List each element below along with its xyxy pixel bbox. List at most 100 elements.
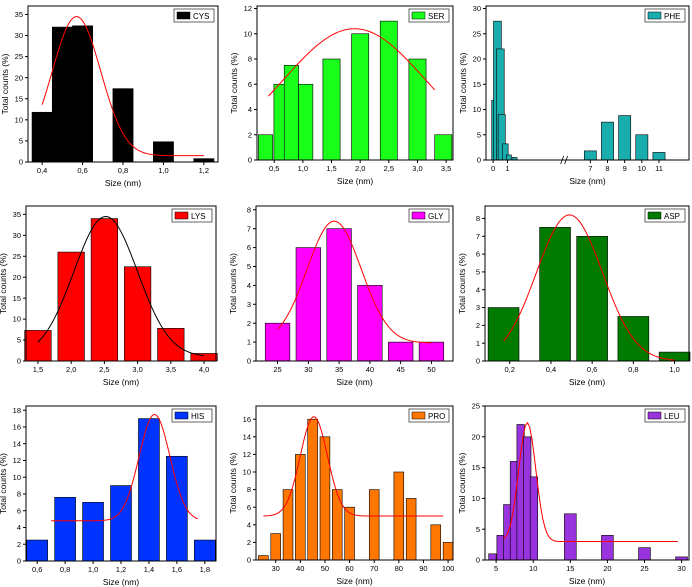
gly-y-axis-label: Total counts (%) [228, 253, 238, 314]
phe-xtick-label-4: 9 [623, 164, 627, 173]
pro-ytick-label-3: 6 [247, 503, 251, 512]
asp-ytick-label-4: 4 [476, 285, 480, 294]
asp-legend-swatch [647, 211, 662, 220]
gly-ytick-label-8: 8 [247, 205, 251, 214]
leu-bar-5 [523, 436, 532, 561]
ser-bar-7 [408, 58, 427, 161]
lys-axes-frame [25, 205, 217, 362]
chart-ser: 0,5 1,0 1,5 2,0 2,5 3,0 3,5 0 2 4 6 8 10 12 Size (nm) T… [229, 4, 454, 186]
cys-bar-2 [72, 25, 93, 163]
asp-ytick-label-6: 6 [476, 250, 480, 259]
his-fit-curve [51, 413, 199, 522]
his-bar-6 [194, 539, 216, 562]
phe-bar-8 [601, 121, 614, 161]
pro-fit-curve [263, 416, 444, 517]
phe-y-axis-label: Total counts (%) [458, 52, 468, 113]
gly-ytick-label-2: 2 [247, 319, 251, 328]
cys-ytick-label-2: 10 [15, 115, 23, 124]
lys-ytick-label-4: 20 [13, 273, 21, 282]
asp-axes-frame [484, 205, 690, 362]
phe-ytick-label-3: 15 [473, 80, 481, 89]
pro-bar-5 [319, 436, 331, 561]
leu-xtick-label-5: 30 [677, 564, 685, 573]
phe-xtick-label-3: 8 [605, 164, 609, 173]
cys-bar-5 [193, 158, 215, 163]
his-ytick-label-0: 0 [17, 557, 21, 566]
cys-ytick-label-6: 30 [15, 31, 23, 40]
leu-xtick-label-0: 5 [494, 564, 498, 573]
ser-y-axis-label: Total counts (%) [229, 52, 239, 113]
lys-bar-0 [24, 330, 52, 362]
ser-xtick-label-5: 3,0 [412, 164, 422, 173]
pro-xtick-label-2: 50 [321, 564, 329, 573]
his-bar-5 [166, 455, 188, 562]
ser-axes-frame [256, 5, 454, 161]
gly-xtick-label-0: 25 [273, 365, 281, 374]
leu-bar-4 [516, 424, 525, 561]
lys-ytick-label-2: 10 [13, 315, 21, 324]
phe-bar-7 [583, 150, 597, 161]
ser-bar-4 [322, 58, 341, 161]
ser-bar-3 [298, 83, 314, 161]
chart-asp: 0,2 0,4 0,6 0,8 1,0 0 1 2 3 4 5 6 7 8 Size (nm) Total c… [457, 205, 691, 387]
pro-axes-frame [255, 405, 454, 561]
phe-xtick-label-1: 1 [505, 164, 509, 173]
pro-bar-4 [307, 418, 318, 561]
pro-bar-10 [405, 498, 417, 561]
pro-xtick-label-3: 60 [345, 564, 353, 573]
pro-xtick-label-1: 40 [296, 564, 304, 573]
gly-ytick-label-1: 1 [247, 338, 251, 347]
lys-ytick-label-7: 35 [13, 210, 21, 219]
his-y-axis-label: Total counts (%) [0, 453, 8, 514]
phe-bar-9 [618, 115, 632, 161]
leu-fit-curve [503, 421, 678, 543]
leu-xtick-label-1: 10 [529, 564, 537, 573]
chart-cys: 0,4 0,6 0,8 1,0 1,2 0 5 10 15 20 25 30 35 Size (nm) To… [0, 5, 219, 188]
pro-ytick-label-4: 8 [247, 485, 251, 494]
pro-bar-1 [270, 533, 281, 561]
ser-x-axis-label: Size (nm) [337, 176, 374, 186]
leu-xtick-label-3: 20 [603, 564, 611, 573]
lys-y-axis-label: Total counts (%) [0, 253, 8, 314]
his-bar-2 [82, 502, 104, 562]
phe-bar-11 [652, 152, 666, 161]
phe-xtick-label-5: 10 [638, 164, 646, 173]
leu-y-axis-label: Total counts (%) [457, 452, 467, 513]
asp-xtick-label-0: 0,2 [505, 365, 515, 374]
ser-ytick-label-2: 4 [248, 105, 252, 114]
phe-axes-frame [485, 5, 690, 161]
ser-bar-6 [379, 20, 398, 161]
gly-bar-3 [357, 285, 383, 362]
cys-xtick-label-4: 1,2 [199, 166, 209, 175]
leu-ytick-label-0: 0 [476, 556, 480, 565]
his-legend-swatch [174, 411, 189, 420]
asp-ytick-label-8: 8 [476, 214, 480, 223]
cys-legend-swatch [176, 11, 191, 20]
pro-bar-0 [258, 555, 269, 561]
his-ytick-label-5: 10 [13, 473, 21, 482]
lys-xtick-label-0: 1,5 [33, 365, 43, 374]
his-xtick-label-2: 1,0 [88, 565, 98, 574]
lys-ytick-label-1: 5 [17, 336, 21, 345]
asp-xtick-label-2: 0,6 [587, 365, 597, 374]
chart-lys: 1,5 2,0 2,5 3,0 3,5 4,0 0 5 10 15 20 25 30 35 Size (nm… [0, 205, 218, 387]
asp-legend-label: ASP [664, 212, 680, 221]
gly-xtick-label-5: 50 [427, 365, 435, 374]
chart-phe: 0 1 7 8 9 10 11 0 5 10 15 20 25 30 Size (nm) Total coun… [458, 4, 690, 186]
leu-ytick-label-2: 10 [472, 494, 480, 503]
leu-axes-frame [484, 405, 690, 561]
cys-xtick-label-3: 1,0 [158, 166, 168, 175]
lys-xtick-label-5: 4,0 [199, 365, 209, 374]
phe-axis-break-mark-a [560, 155, 565, 165]
phe-ytick-label-1: 5 [477, 130, 481, 139]
asp-ytick-label-3: 3 [476, 303, 480, 312]
lys-xtick-label-4: 3,5 [166, 365, 176, 374]
pro-ytick-label-1: 2 [247, 538, 251, 547]
pro-legend-label: PRO [428, 412, 445, 421]
pro-xtick-label-6: 90 [419, 564, 427, 573]
his-ytick-label-2: 4 [17, 523, 21, 532]
his-ytick-label-1: 2 [17, 540, 21, 549]
lys-ytick-label-0: 0 [17, 357, 21, 366]
